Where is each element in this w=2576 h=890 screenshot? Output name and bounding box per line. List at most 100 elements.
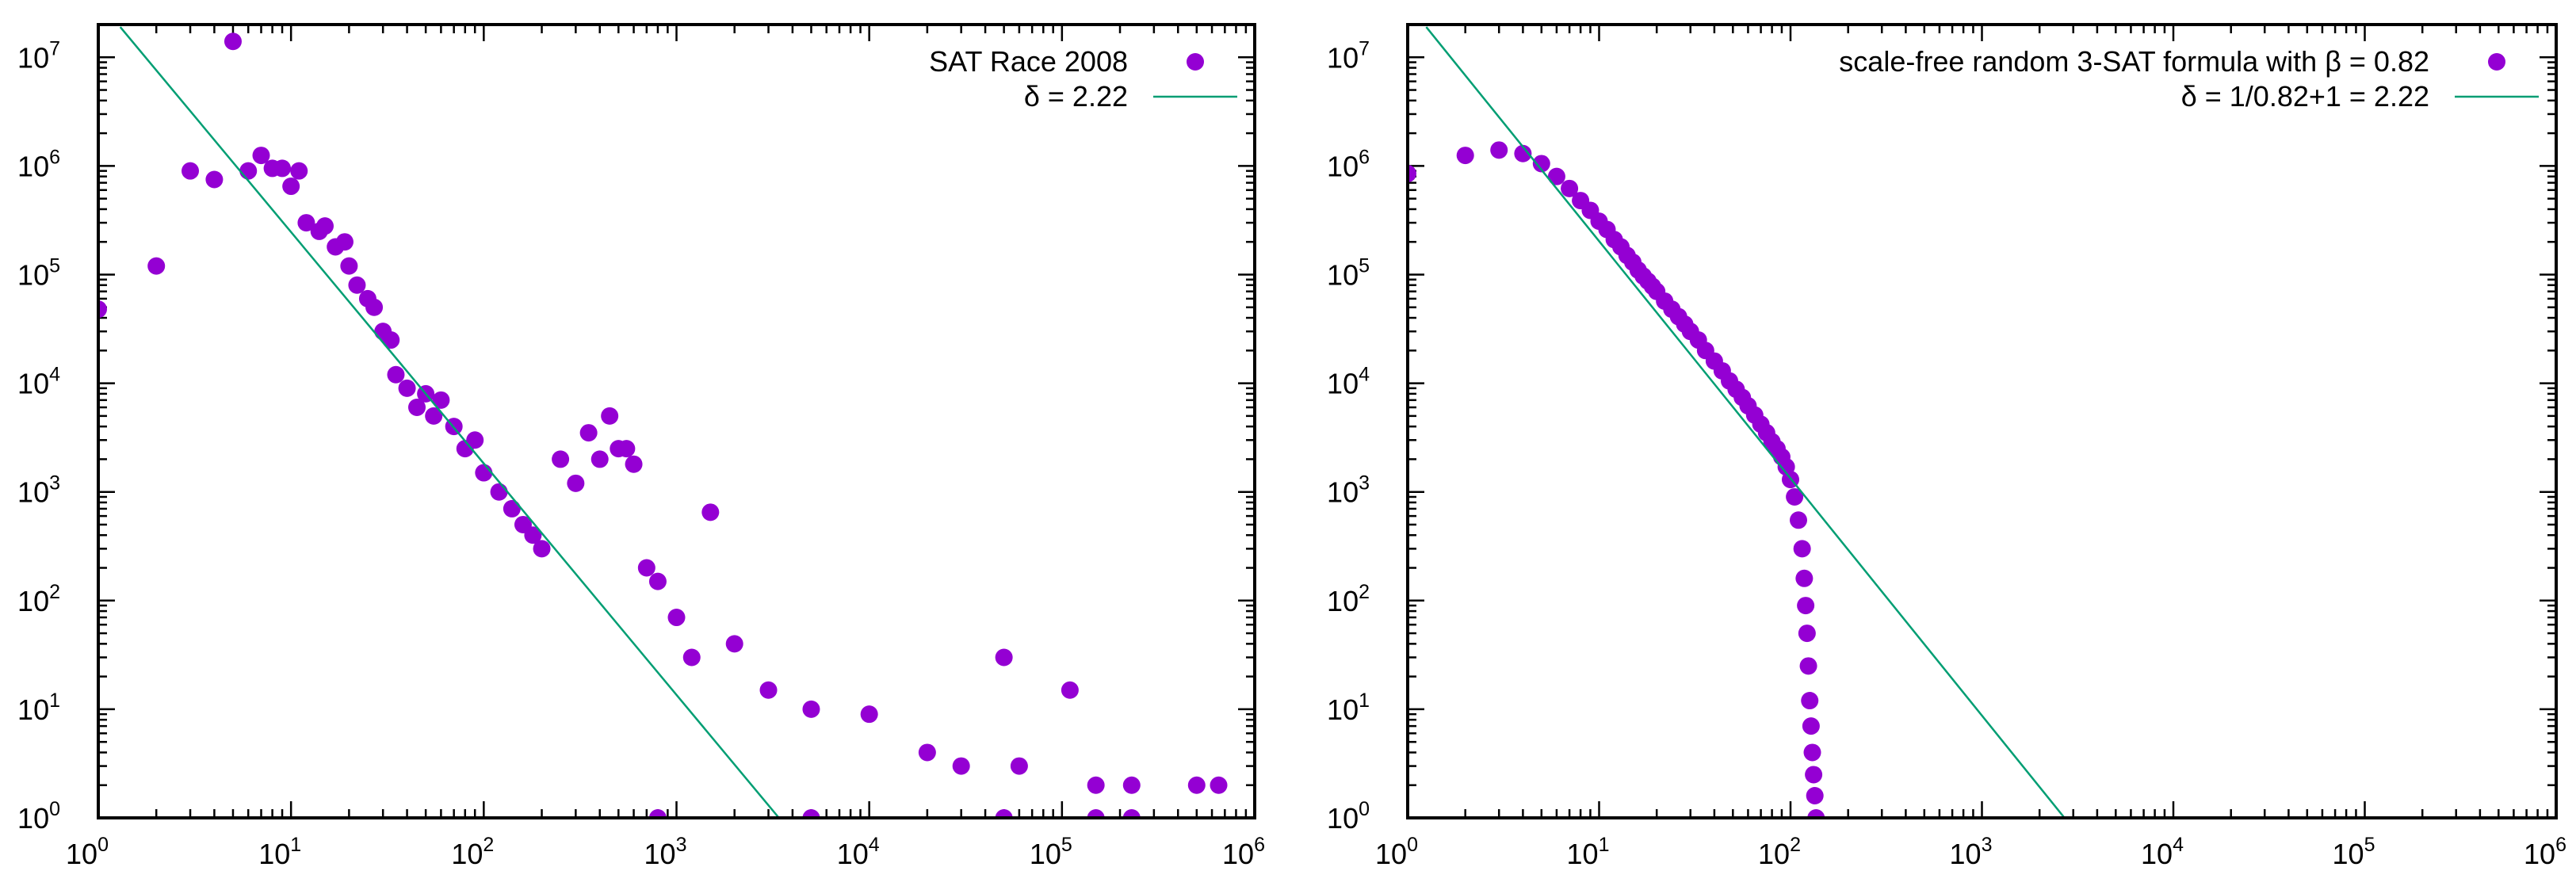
x-tick-exponent: 3: [676, 834, 687, 856]
y-tick-exponent: 6: [1359, 146, 1370, 168]
data-point: [297, 214, 315, 232]
data-point: [1490, 141, 1508, 159]
data-point: [1801, 692, 1819, 710]
y-tick-label: 102: [1327, 581, 1370, 617]
data-point: [648, 572, 667, 590]
x-tick-label: 103: [644, 834, 687, 870]
y-tick-exponent: 7: [49, 37, 60, 59]
y-tick-base: 10: [17, 585, 49, 617]
data-point: [1210, 776, 1228, 794]
y-tick-exponent: 5: [1359, 254, 1370, 277]
data-point: [1795, 569, 1814, 587]
legend: scale-free random 3-SAT formula with β =…: [1839, 45, 2539, 113]
y-tick-base: 10: [17, 476, 49, 509]
data-point: [205, 170, 224, 189]
data-point: [466, 431, 484, 449]
legend-label: δ = 2.22: [1024, 80, 1128, 113]
y-tick-base: 10: [17, 41, 49, 74]
y-tick-base: 10: [1327, 585, 1359, 617]
x-tick-base: 10: [1567, 838, 1599, 870]
data-point: [1010, 757, 1028, 775]
data-point: [387, 365, 405, 384]
y-tick-exponent: 2: [1359, 581, 1370, 603]
legend-label: scale-free random 3-SAT formula with β =…: [1839, 45, 2429, 78]
data-point: [579, 424, 598, 442]
y-tick-base: 10: [1327, 258, 1359, 291]
data-point: [1514, 144, 1532, 162]
y-tick-label: 100: [17, 798, 60, 835]
data-point: [1793, 540, 1811, 558]
chart-panel-1: 100 101 102 103 104 105 1061001011021031041051…: [17, 23, 1265, 870]
legend-point-marker: [2488, 53, 2505, 71]
data-point: [1797, 597, 1815, 615]
y-tick-exponent: 0: [49, 798, 60, 820]
y-tick-label: 101: [1327, 689, 1370, 726]
y-tick-label: 107: [17, 37, 60, 74]
data-point: [590, 450, 609, 468]
y-tick-exponent: 6: [49, 146, 60, 168]
y-tick-base: 10: [17, 150, 49, 182]
data-point: [802, 700, 820, 718]
data-point: [1087, 809, 1105, 818]
data-point: [490, 483, 508, 501]
plot-frame: [1406, 23, 2558, 819]
y-tick-exponent: 1: [1359, 689, 1370, 712]
data-point: [282, 178, 300, 196]
y-tick-exponent: 4: [1359, 364, 1370, 386]
y-tick-label: 105: [17, 254, 60, 291]
x-tick-exponent: 1: [1599, 834, 1610, 856]
data-point: [860, 705, 878, 724]
legend-label: δ = 1/0.82+1 = 2.22: [2181, 80, 2429, 113]
data-point: [1803, 743, 1821, 762]
data-point: [1547, 167, 1565, 185]
y-tick-label: 103: [17, 472, 60, 509]
data-point: [398, 379, 416, 397]
data-point: [224, 32, 242, 51]
data-point: [408, 399, 426, 417]
data-point: [1789, 511, 1807, 529]
data-point: [340, 257, 358, 275]
data-point: [995, 809, 1013, 818]
y-tick-label: 103: [1327, 472, 1370, 509]
x-tick-base: 10: [2333, 838, 2364, 870]
x-tick-label: 106: [1222, 834, 1265, 870]
data-point: [667, 609, 686, 627]
data-point: [567, 474, 585, 492]
data-point: [648, 809, 667, 818]
plot-frame: [97, 23, 1256, 819]
x-tick-base: 10: [644, 838, 676, 870]
y-tick-base: 10: [1327, 150, 1359, 182]
y-tick-base: 10: [1327, 41, 1359, 74]
x-tick-base: 10: [66, 838, 97, 870]
plot-area: [1408, 26, 2066, 818]
data-point: [315, 217, 334, 235]
y-tick-base: 10: [1327, 368, 1359, 400]
y-tick-exponent: 5: [49, 254, 60, 277]
data-point: [524, 526, 542, 544]
plot-area: [98, 26, 1228, 818]
y-tick-label: 104: [17, 364, 60, 400]
data-point: [1532, 155, 1550, 173]
data-point: [239, 162, 258, 180]
data-point: [1805, 766, 1823, 784]
x-tick-base: 10: [837, 838, 869, 870]
data-point: [701, 503, 720, 521]
x-tick-label: 105: [2333, 834, 2375, 870]
x-tick-base: 10: [258, 838, 290, 870]
y-tick-exponent: 7: [1359, 37, 1370, 59]
y-tick-exponent: 4: [49, 364, 60, 386]
x-tick-label: 106: [2524, 834, 2566, 870]
y-tick-exponent: 2: [49, 581, 60, 603]
x-tick-label: 100: [1375, 834, 1418, 870]
data-point: [682, 648, 701, 667]
y-tick-label: 102: [17, 581, 60, 617]
x-tick-label: 105: [1030, 834, 1072, 870]
x-tick-label: 103: [1950, 834, 1993, 870]
x-tick-exponent: 2: [1790, 834, 1801, 856]
data-point: [147, 257, 166, 275]
data-point: [1806, 787, 1824, 805]
y-tick-base: 10: [1327, 802, 1359, 835]
data-point: [952, 757, 970, 775]
